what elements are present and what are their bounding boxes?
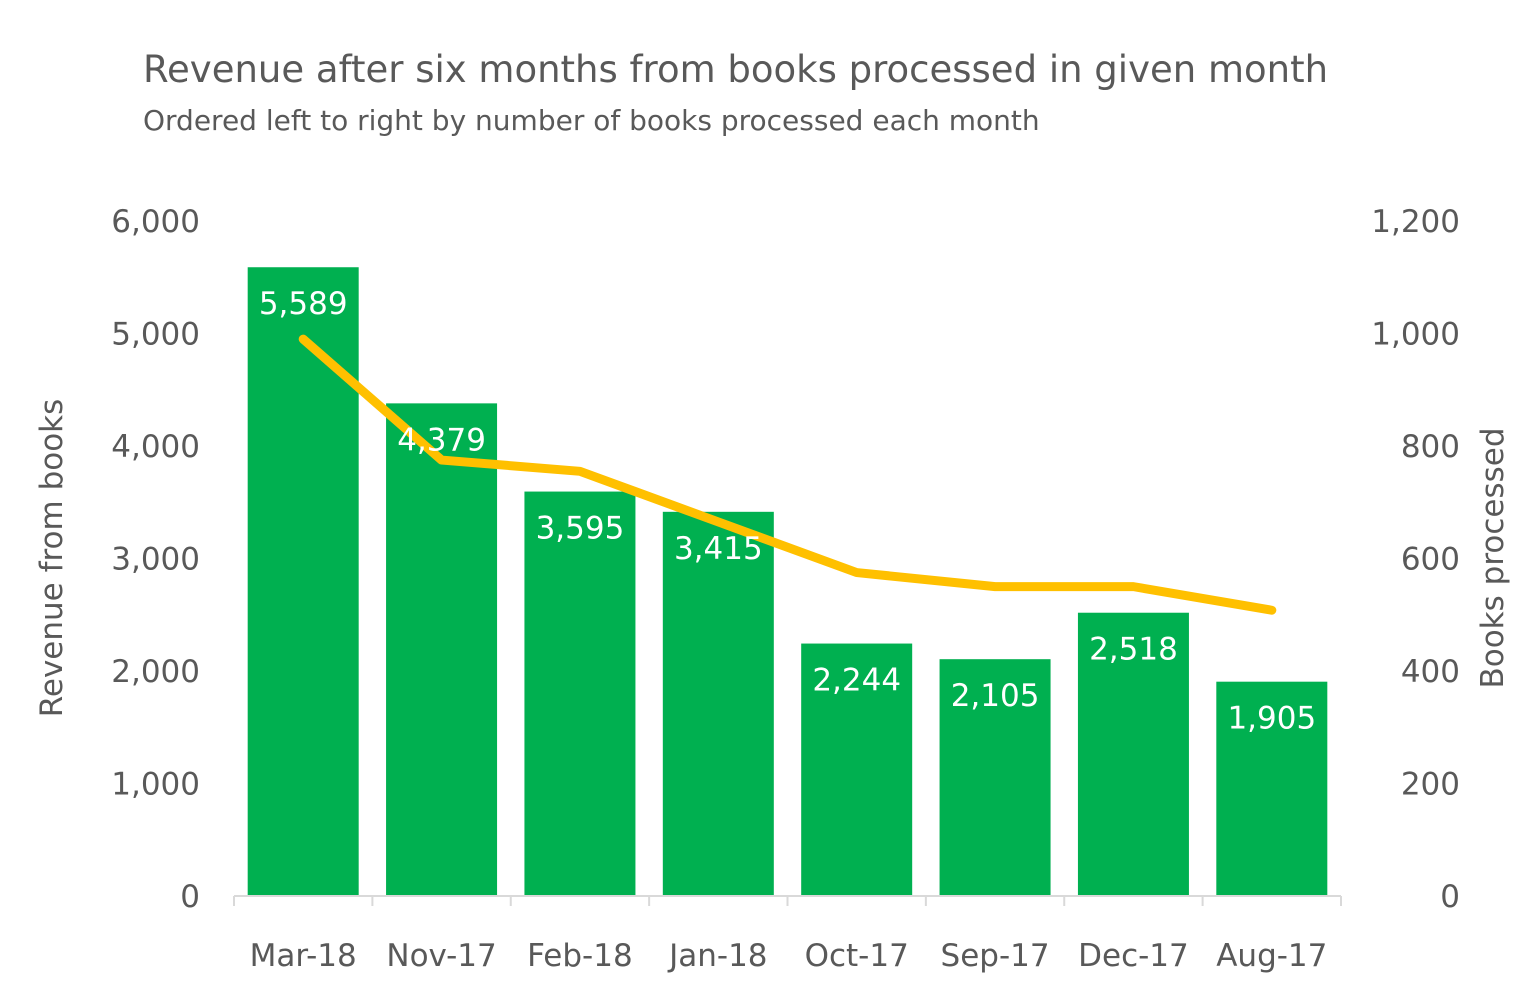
y2-tick-label: 1,000 xyxy=(1371,317,1460,353)
x-tick-label: Dec-17 xyxy=(1078,938,1189,974)
y2-tick-label: 200 xyxy=(1401,767,1460,803)
x-tick-label: Oct-17 xyxy=(805,938,909,974)
bar xyxy=(1077,612,1189,896)
data-label: 5,589 xyxy=(259,286,348,322)
y-tick-label: 0 xyxy=(180,879,200,915)
chart-subtitle: Ordered left to right by number of books… xyxy=(143,104,1040,137)
data-label: 1,905 xyxy=(1227,701,1316,737)
bar xyxy=(524,491,636,896)
y-tick-label: 6,000 xyxy=(111,204,200,240)
data-label: 2,244 xyxy=(812,663,901,699)
y-tick-label: 1,000 xyxy=(111,767,200,803)
data-label: 3,595 xyxy=(536,511,625,547)
x-tick-label: Feb-18 xyxy=(527,938,633,974)
data-label: 2,518 xyxy=(1089,632,1178,668)
y-tick-label: 2,000 xyxy=(111,654,200,690)
data-label: 4,379 xyxy=(397,422,486,458)
data-label: 3,415 xyxy=(674,531,763,567)
bar xyxy=(801,643,913,896)
bar xyxy=(247,267,359,896)
y-axis-title: Revenue from books xyxy=(34,399,70,718)
y2-axis-title: Books processed xyxy=(1475,427,1511,688)
data-label: 2,105 xyxy=(951,678,1040,714)
bar xyxy=(939,659,1051,896)
x-tick-label: Aug-17 xyxy=(1216,938,1327,974)
chart-title: Revenue after six months from books proc… xyxy=(143,48,1329,91)
y2-tick-label: 0 xyxy=(1440,879,1460,915)
y2-tick-label: 600 xyxy=(1401,542,1460,578)
bar xyxy=(662,511,774,896)
books-processed-line xyxy=(298,334,1277,615)
y-tick-label: 4,000 xyxy=(111,429,200,465)
x-tick-label: Mar-18 xyxy=(250,938,357,974)
y2-tick-label: 1,200 xyxy=(1371,204,1460,240)
y-tick-label: 3,000 xyxy=(111,542,200,578)
x-tick-label: Jan-18 xyxy=(667,938,767,974)
bar xyxy=(1216,681,1328,896)
y2-tick-label: 800 xyxy=(1401,429,1460,465)
bar xyxy=(386,403,498,896)
y2-tick-label: 400 xyxy=(1401,654,1460,690)
x-tick-label: Nov-17 xyxy=(386,938,496,974)
x-tick-label: Sep-17 xyxy=(941,938,1050,974)
y-tick-label: 5,000 xyxy=(111,317,200,353)
